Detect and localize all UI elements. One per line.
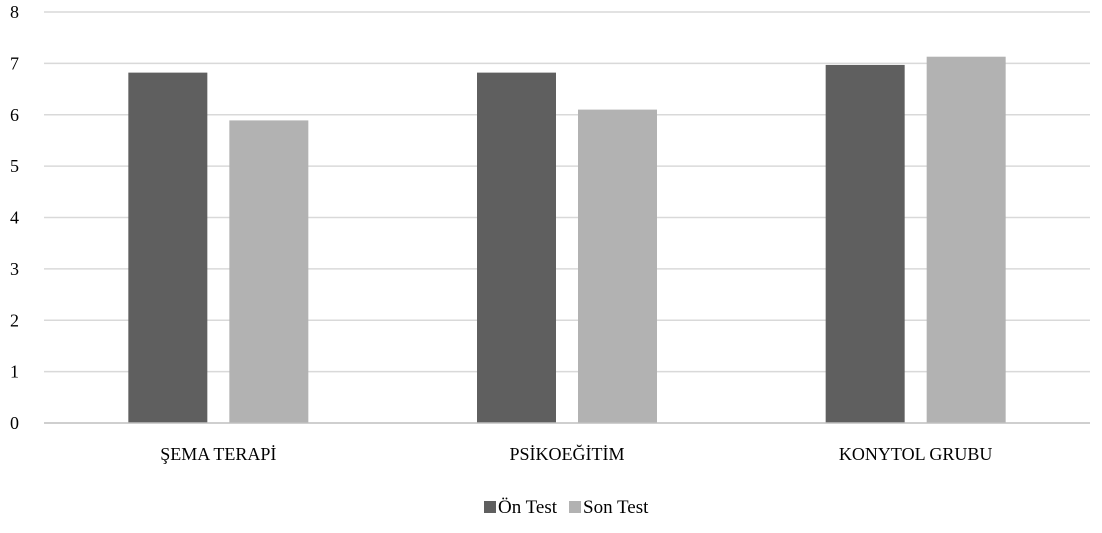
y-tick-label: 1 (10, 362, 19, 382)
y-axis-tick-labels: 0 1 2 3 4 5 6 7 8 (10, 2, 19, 433)
gridlines (44, 11, 1090, 373)
legend-label: Ön Test (498, 497, 558, 518)
bar-on-test (128, 72, 208, 423)
y-tick-label: 7 (10, 53, 19, 73)
y-tick-label: 0 (10, 413, 19, 433)
legend-swatch (484, 501, 496, 513)
legend-swatch (569, 501, 582, 513)
bar-on-test (477, 72, 556, 423)
y-tick-label: 4 (10, 208, 19, 228)
x-category-label: ŞEMA TERAPİ (160, 444, 276, 464)
y-tick-label: 8 (10, 2, 19, 22)
bars (128, 56, 1006, 424)
x-category-label: PSİKOEĞİTİM (510, 443, 625, 464)
bar-on-test (825, 64, 905, 423)
bar-son-test (229, 120, 309, 424)
y-tick-label: 6 (10, 105, 19, 125)
x-category-label: KONYTOL GRUBU (839, 444, 993, 464)
x-axis-category-labels: ŞEMA TERAPİ PSİKOEĞİTİM KONYTOL GRUBU (160, 443, 992, 464)
bar-son-test (926, 56, 1006, 423)
legend: Ön Test Son Test (484, 497, 649, 518)
y-tick-label: 2 (10, 310, 19, 330)
legend-label: Son Test (583, 497, 649, 518)
bar-son-test (578, 109, 657, 424)
y-tick-label: 5 (10, 156, 19, 176)
y-tick-label: 3 (10, 259, 19, 279)
